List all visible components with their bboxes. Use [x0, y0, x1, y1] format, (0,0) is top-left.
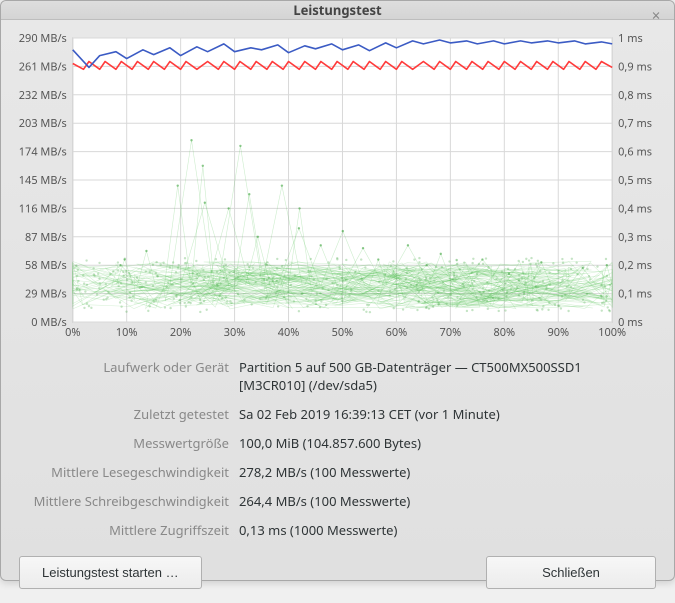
start-benchmark-button[interactable]: Leistungstest starten …: [19, 556, 202, 589]
svg-text:0%: 0%: [65, 325, 80, 340]
info-label: Laufwerk oder Gerät: [29, 358, 239, 394]
info-row-read-rate: Mittlere Lesegeschwindigkeit 278,2 MB/s …: [29, 463, 646, 481]
info-value: Partition 5 auf 500 GB-Datenträger — CT5…: [239, 358, 646, 394]
svg-text:60%: 60%: [386, 325, 408, 340]
svg-text:261 MB/s: 261 MB/s: [19, 59, 67, 74]
svg-text:58 MB/s: 58 MB/s: [25, 258, 67, 273]
info-label: Messwertgröße: [29, 434, 239, 452]
window-title: Leistungstest: [293, 1, 381, 19]
svg-text:232 MB/s: 232 MB/s: [19, 88, 67, 103]
svg-text:80%: 80%: [494, 325, 516, 340]
info-value: Sa 02 Feb 2019 16:39:13 CET (vor 1 Minut…: [239, 405, 646, 423]
svg-text:0,5 ms: 0,5 ms: [618, 173, 652, 188]
svg-text:90%: 90%: [547, 325, 569, 340]
info-value: 278,2 MB/s (100 Messwerte): [239, 463, 646, 481]
svg-text:100%: 100%: [598, 325, 626, 340]
info-label: Mittlere Schreibgeschwindigkeit: [29, 492, 239, 510]
svg-text:0 MB/s: 0 MB/s: [31, 315, 66, 330]
svg-text:70%: 70%: [440, 325, 462, 340]
info-value: 0,13 ms (1000 Messwerte): [239, 521, 646, 539]
svg-text:40%: 40%: [278, 325, 300, 340]
benchmark-chart: 0 MB/s 29 MB/s 58 MB/s 87 MB/s 116 MB/s 145 M…: [19, 32, 656, 340]
info-label: Mittlere Zugriffszeit: [29, 521, 239, 539]
close-button[interactable]: Schließen: [486, 556, 656, 589]
info-row-tested: Zuletzt getestet Sa 02 Feb 2019 16:39:13…: [29, 405, 646, 423]
info-row-sample-size: Messwertgröße 100,0 MiB (104.857.600 Byt…: [29, 434, 646, 452]
svg-text:87 MB/s: 87 MB/s: [25, 230, 67, 245]
svg-text:145 MB/s: 145 MB/s: [19, 173, 67, 188]
info-label: Mittlere Lesegeschwindigkeit: [29, 463, 239, 481]
info-row-access-time: Mittlere Zugriffszeit 0,13 ms (1000 Mess…: [29, 521, 646, 539]
svg-text:0,8 ms: 0,8 ms: [618, 88, 652, 103]
svg-text:30%: 30%: [224, 325, 246, 340]
titlebar: Leistungstest ×: [1, 1, 674, 20]
svg-text:20%: 20%: [170, 325, 192, 340]
window-content: 0 MB/s 29 MB/s 58 MB/s 87 MB/s 116 MB/s 145 M…: [1, 20, 674, 603]
button-row: Leistungstest starten … Schließen: [19, 550, 656, 589]
svg-text:0,2 ms: 0,2 ms: [618, 258, 652, 273]
svg-text:0,1 ms: 0,1 ms: [618, 287, 652, 302]
svg-text:0,4 ms: 0,4 ms: [618, 201, 652, 216]
info-value: 100,0 MiB (104.857.600 Bytes): [239, 434, 646, 452]
info-label: Zuletzt getestet: [29, 405, 239, 423]
svg-text:203 MB/s: 203 MB/s: [19, 116, 67, 131]
svg-text:0,7 ms: 0,7 ms: [618, 116, 652, 131]
svg-text:29 MB/s: 29 MB/s: [25, 287, 67, 302]
svg-text:0,3 ms: 0,3 ms: [618, 230, 652, 245]
svg-text:290 MB/s: 290 MB/s: [19, 32, 67, 46]
svg-text:116 MB/s: 116 MB/s: [19, 201, 67, 216]
info-table: Laufwerk oder Gerät Partition 5 auf 500 …: [29, 358, 646, 550]
svg-text:174 MB/s: 174 MB/s: [19, 145, 67, 160]
svg-text:1 ms: 1 ms: [618, 32, 643, 46]
svg-text:50%: 50%: [332, 325, 354, 340]
benchmark-window: Leistungstest × 0 MB/s 29 MB/s 58 MB/s 87 M…: [0, 0, 675, 581]
info-value: 264,4 MB/s (100 Messwerte): [239, 492, 646, 510]
close-icon[interactable]: ×: [648, 8, 664, 24]
info-row-write-rate: Mittlere Schreibgeschwindigkeit 264,4 MB…: [29, 492, 646, 510]
svg-text:10%: 10%: [116, 325, 138, 340]
info-row-device: Laufwerk oder Gerät Partition 5 auf 500 …: [29, 358, 646, 394]
svg-text:0,9 ms: 0,9 ms: [618, 59, 652, 74]
svg-text:0,6 ms: 0,6 ms: [618, 145, 652, 160]
